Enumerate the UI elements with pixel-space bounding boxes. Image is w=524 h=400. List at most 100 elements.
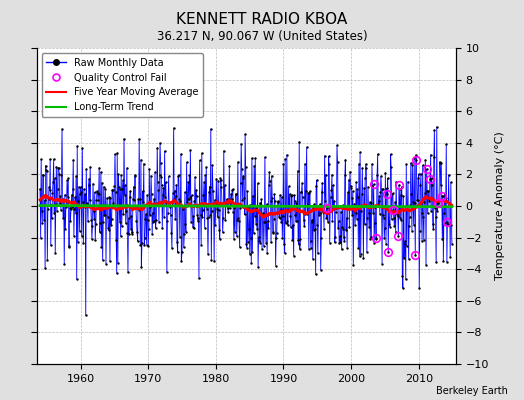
Point bbox=[345, 176, 353, 183]
Point bbox=[184, 196, 193, 202]
Point bbox=[429, 226, 438, 233]
Point bbox=[115, 219, 124, 225]
Point bbox=[114, 260, 122, 266]
Point bbox=[353, 186, 362, 193]
Point bbox=[316, 267, 325, 273]
Point bbox=[99, 219, 107, 226]
Point bbox=[199, 192, 208, 198]
Point bbox=[267, 172, 276, 179]
Point bbox=[310, 227, 318, 234]
Point bbox=[332, 204, 341, 211]
Point bbox=[135, 136, 144, 142]
Point bbox=[275, 215, 283, 221]
Point bbox=[58, 196, 67, 202]
Point bbox=[222, 196, 231, 202]
Point bbox=[147, 191, 156, 197]
Point bbox=[274, 199, 282, 206]
Point bbox=[225, 196, 233, 202]
Point bbox=[114, 171, 123, 178]
Point bbox=[57, 172, 66, 178]
Point bbox=[132, 203, 140, 210]
Point bbox=[389, 207, 398, 214]
Point bbox=[417, 210, 425, 216]
Point bbox=[393, 208, 401, 214]
Point bbox=[218, 201, 226, 208]
Point bbox=[242, 241, 250, 247]
Point bbox=[226, 200, 235, 206]
Point bbox=[167, 212, 175, 218]
Point bbox=[278, 194, 286, 200]
Point bbox=[196, 202, 204, 208]
Point bbox=[347, 184, 355, 191]
Point bbox=[128, 228, 137, 235]
Point bbox=[107, 216, 116, 223]
Point bbox=[45, 196, 53, 202]
Point bbox=[408, 162, 417, 168]
Point bbox=[344, 189, 352, 196]
Point bbox=[224, 205, 232, 212]
Point bbox=[407, 160, 415, 166]
Point bbox=[178, 202, 187, 209]
Point bbox=[277, 219, 286, 225]
Point bbox=[172, 193, 180, 199]
Point bbox=[206, 211, 214, 218]
Point bbox=[406, 214, 414, 220]
Point bbox=[414, 171, 423, 177]
Point bbox=[41, 162, 50, 169]
Point bbox=[374, 201, 383, 208]
Point bbox=[47, 202, 56, 208]
Point bbox=[220, 200, 228, 206]
Point bbox=[144, 243, 152, 249]
Point bbox=[354, 245, 363, 251]
Point bbox=[263, 250, 271, 256]
Point bbox=[385, 221, 394, 228]
Point bbox=[258, 210, 267, 217]
Point bbox=[142, 211, 150, 217]
Point bbox=[357, 208, 365, 214]
Point bbox=[304, 246, 313, 252]
Point bbox=[189, 213, 198, 220]
Point bbox=[232, 191, 241, 197]
Point bbox=[60, 197, 68, 204]
Point bbox=[390, 215, 398, 222]
Text: 36.217 N, 90.067 W (United States): 36.217 N, 90.067 W (United States) bbox=[157, 30, 367, 43]
Point bbox=[108, 186, 116, 193]
Point bbox=[409, 222, 418, 228]
Point bbox=[441, 220, 450, 226]
Point bbox=[232, 191, 240, 198]
Point bbox=[75, 228, 84, 235]
Point bbox=[339, 202, 347, 208]
Point bbox=[84, 218, 92, 224]
Point bbox=[269, 230, 278, 237]
Point bbox=[243, 188, 252, 195]
Point bbox=[330, 204, 338, 211]
Point bbox=[392, 178, 400, 185]
Point bbox=[346, 183, 355, 189]
Point bbox=[241, 131, 249, 138]
Point bbox=[340, 238, 348, 244]
Point bbox=[323, 205, 331, 212]
Point bbox=[375, 198, 383, 205]
Point bbox=[127, 213, 136, 219]
Point bbox=[412, 152, 420, 158]
Point bbox=[280, 250, 289, 256]
Point bbox=[223, 202, 231, 209]
Point bbox=[121, 182, 129, 188]
Point bbox=[327, 187, 335, 194]
Point bbox=[373, 172, 381, 178]
Point bbox=[406, 202, 414, 208]
Point bbox=[179, 206, 188, 212]
Point bbox=[202, 203, 210, 210]
Point bbox=[395, 214, 403, 221]
Point bbox=[349, 262, 357, 268]
Point bbox=[233, 233, 241, 239]
Point bbox=[93, 188, 101, 194]
Point bbox=[83, 200, 92, 207]
Point bbox=[312, 182, 320, 189]
Point bbox=[283, 218, 291, 224]
Point bbox=[430, 154, 438, 160]
Point bbox=[100, 212, 108, 218]
Point bbox=[444, 172, 453, 178]
Point bbox=[212, 200, 220, 206]
Point bbox=[38, 208, 46, 214]
